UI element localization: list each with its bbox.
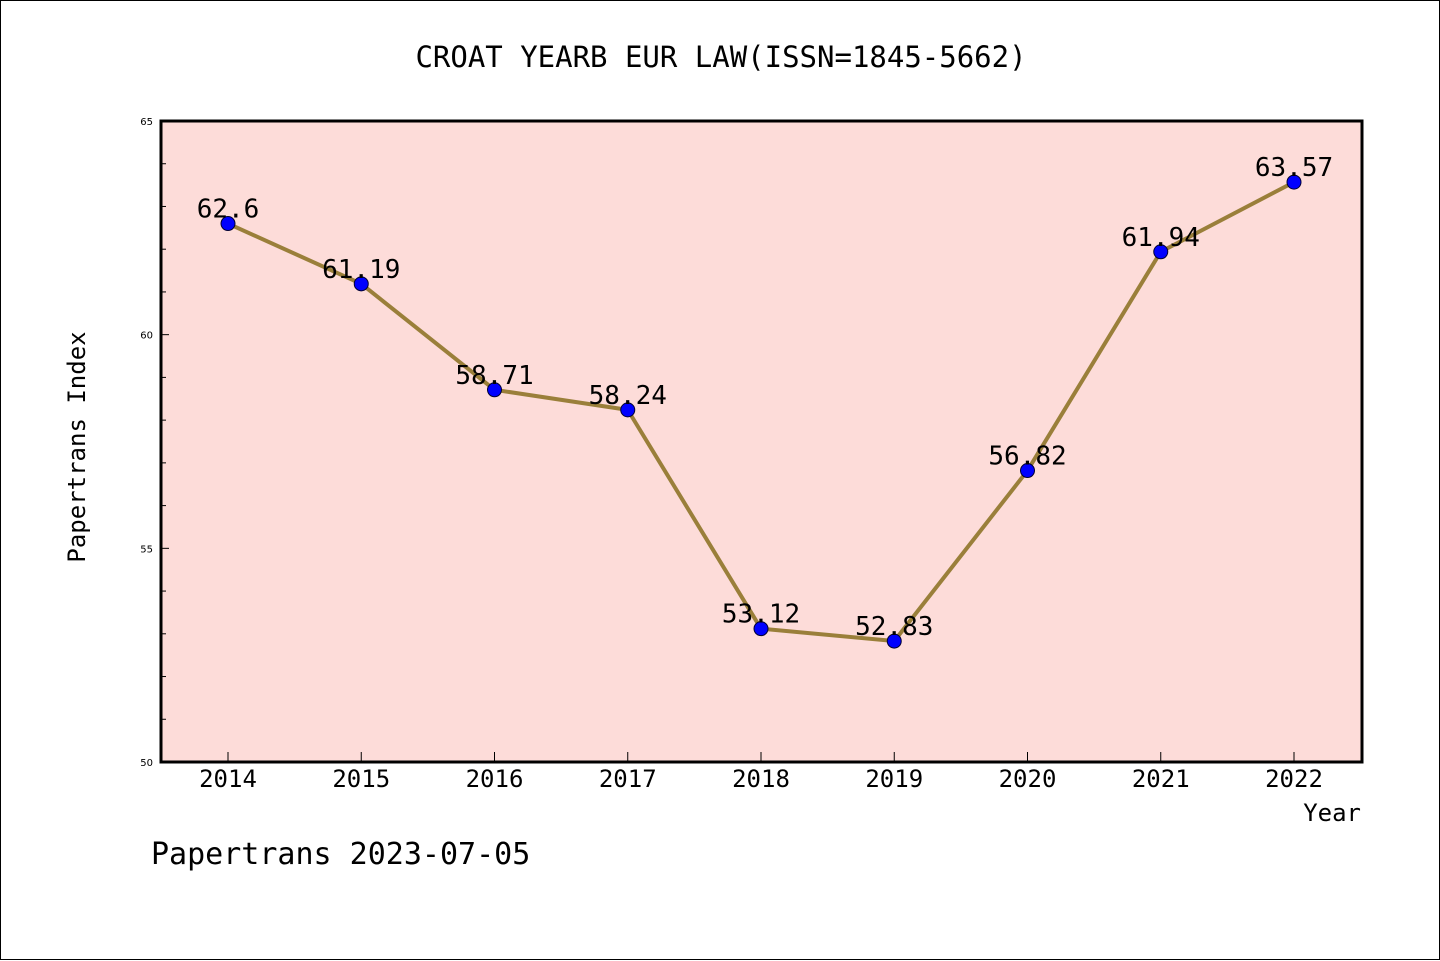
y-tick-label: 55	[140, 544, 153, 555]
y-tick-label: 50	[140, 758, 153, 769]
x-axis-label: Year	[1303, 799, 1361, 827]
x-tick-label: 2014	[199, 765, 257, 793]
watermark-text: Papertrans 2023-07-05	[151, 837, 530, 872]
x-tick-label: 2022	[1265, 765, 1323, 793]
data-label: 62.6	[197, 195, 260, 225]
x-tick-label: 2018	[732, 765, 790, 793]
x-tick-label: 2020	[999, 765, 1057, 793]
data-label: 52.83	[855, 612, 933, 642]
data-label: 58.71	[455, 361, 533, 391]
x-tick-label: 2021	[1132, 765, 1190, 793]
data-point	[487, 382, 502, 398]
x-tick-label: 2019	[865, 765, 923, 793]
plot-area	[161, 121, 1362, 762]
data-point	[1020, 463, 1035, 479]
data-point	[1286, 174, 1302, 190]
plot-border	[159, 119, 1364, 764]
data-point	[1153, 244, 1169, 260]
y-axis-label: Papertrans Index	[63, 331, 91, 562]
data-label: 61.19	[322, 255, 400, 285]
data-label: 63.57	[1255, 153, 1333, 183]
data-labels: 62.6 61.19 58.71 58.24 53.12 52.83 56.82 61.94 6…	[197, 153, 1333, 642]
data-label: 56.82	[988, 442, 1066, 472]
x-axis: 2014 2015 2016 2017 2018 2019 2020 2021 2022	[199, 752, 1323, 793]
y-tick-label: 65	[140, 117, 153, 128]
x-tick-label: 2017	[599, 765, 657, 793]
data-point	[220, 216, 236, 232]
x-tick-label: 2015	[332, 765, 390, 793]
y-tick-label: 60	[140, 331, 153, 342]
data-label: 58.24	[589, 381, 667, 411]
data-point	[753, 621, 769, 637]
data-point	[886, 633, 902, 649]
data-label: 61.94	[1122, 223, 1200, 253]
x-tick-label: 2016	[466, 765, 524, 793]
series-markers	[220, 174, 1302, 649]
chart-title: CROAT YEARB EUR LAW(ISSN=1845-5662)	[415, 40, 1026, 74]
data-point	[353, 276, 369, 292]
data-point	[620, 402, 636, 418]
data-label: 53.12	[722, 600, 800, 630]
